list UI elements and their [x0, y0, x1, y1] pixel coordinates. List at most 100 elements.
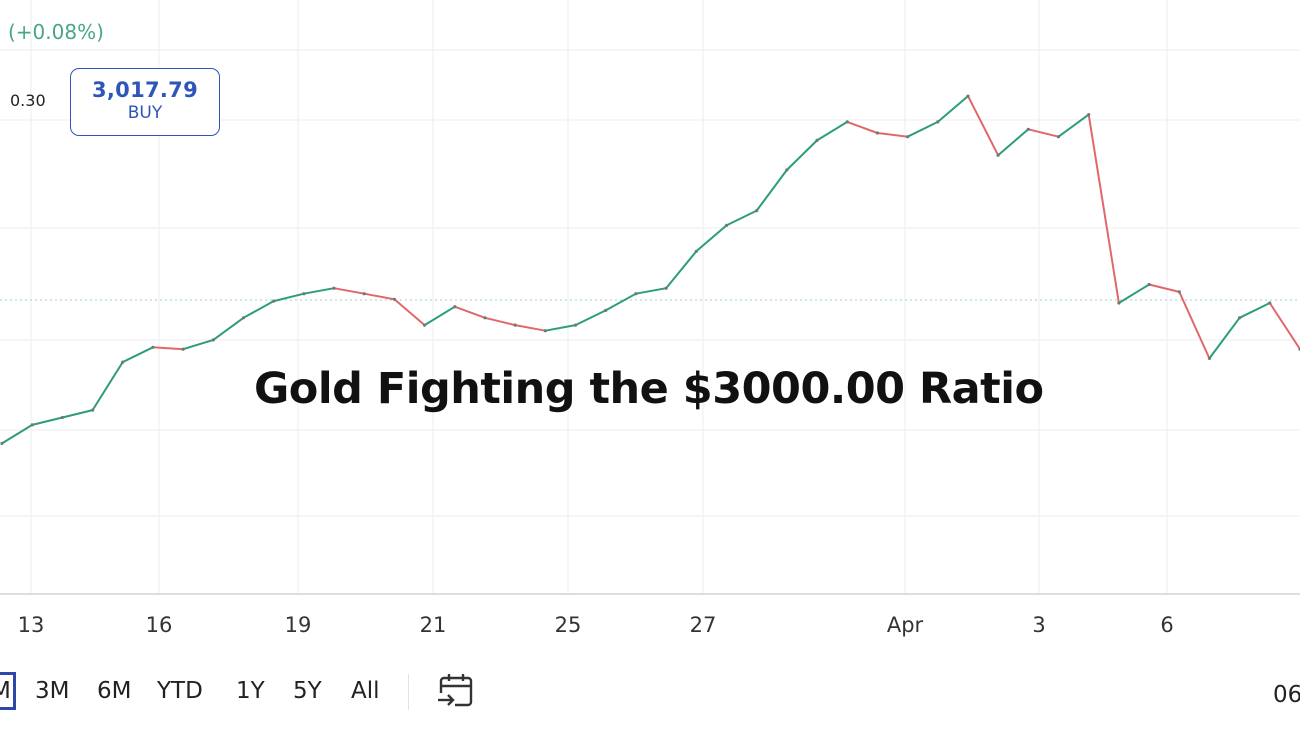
buy-button[interactable]: 3,017.79 BUY — [70, 68, 220, 136]
price-point — [543, 329, 547, 333]
price-segment — [846, 120, 879, 134]
price-change-percent: (+0.08%) — [8, 20, 104, 44]
x-tick-label: 21 — [420, 613, 447, 637]
price-segment — [634, 287, 668, 295]
price-segment — [423, 305, 456, 327]
price-segment — [936, 95, 969, 123]
price-point — [573, 323, 578, 327]
price-point — [272, 299, 276, 303]
price-point — [30, 423, 34, 427]
price-point — [302, 292, 306, 296]
price-point — [1238, 316, 1242, 320]
range-button-6m[interactable]: 6M — [97, 678, 132, 704]
price-segment — [514, 324, 547, 332]
price-segment — [574, 309, 607, 327]
price-point — [513, 323, 517, 327]
price-point — [1087, 113, 1091, 117]
price-segment — [876, 132, 909, 138]
price-point — [1268, 301, 1272, 305]
price-point — [392, 297, 396, 301]
range-button-all[interactable]: All — [351, 678, 380, 704]
price-segment — [453, 305, 486, 319]
price-point — [604, 308, 608, 312]
price-segment — [61, 409, 94, 419]
price-point — [1026, 127, 1030, 131]
price-segment — [997, 128, 1030, 157]
price-segment — [272, 292, 305, 303]
price-point — [1056, 135, 1061, 139]
price-segment — [31, 416, 64, 426]
price-segment — [665, 250, 698, 290]
price-point — [634, 292, 638, 296]
price-segment — [393, 298, 426, 327]
price-point — [483, 316, 487, 320]
price-segment — [816, 120, 849, 142]
price-segment — [212, 316, 245, 341]
price-point — [845, 120, 849, 124]
price-segment — [1178, 290, 1211, 360]
price-segment — [1208, 316, 1241, 360]
range-button-1m[interactable]: M — [0, 672, 16, 710]
x-tick-label: 6 — [1160, 613, 1173, 637]
price-point — [875, 131, 880, 135]
price-point — [785, 168, 789, 172]
buy-price: 3,017.79 — [91, 78, 199, 102]
range-button-5y[interactable]: 5Y — [293, 678, 322, 704]
range-button-3m[interactable]: 3M — [35, 678, 70, 704]
range-selector: M 3M 6M YTD 1Y 5Y All 06 — [0, 660, 1300, 722]
price-point — [332, 286, 336, 290]
x-tick-label: 19 — [285, 613, 312, 637]
price-point — [1147, 282, 1151, 287]
price-point — [694, 249, 698, 253]
price-point — [664, 286, 668, 290]
x-tick-label: 27 — [690, 613, 717, 637]
price-segment — [1057, 113, 1090, 138]
price-point — [91, 408, 95, 412]
price-point — [724, 223, 729, 227]
price-point — [362, 292, 366, 296]
price-segment — [785, 139, 818, 171]
price-point — [1177, 290, 1181, 294]
spread-value: 0.30 — [10, 91, 46, 110]
price-segment — [182, 338, 215, 351]
range-button-ytd[interactable]: YTD — [157, 678, 203, 704]
price-point — [936, 120, 940, 124]
price-point — [241, 316, 246, 320]
price-segment — [242, 300, 275, 319]
price-segment — [1238, 302, 1271, 319]
price-segment — [1027, 128, 1060, 138]
price-point — [1207, 356, 1211, 360]
buy-label: BUY — [127, 103, 163, 123]
x-tick-label: 16 — [146, 613, 173, 637]
price-point — [815, 138, 819, 142]
price-segment — [695, 224, 728, 253]
current-time: 06 — [1273, 682, 1300, 708]
price-segment — [151, 346, 185, 351]
price-point — [211, 338, 215, 342]
price-point — [1117, 301, 1121, 305]
x-tick-label: 3 — [1032, 613, 1045, 637]
price-segment — [91, 361, 124, 412]
price-point — [121, 360, 125, 364]
price-segment — [363, 292, 396, 301]
price-segment — [906, 120, 939, 138]
range-button-1y[interactable]: 1Y — [236, 678, 265, 704]
price-segment — [302, 287, 335, 295]
price-segment — [1117, 283, 1151, 304]
range-divider — [408, 674, 409, 710]
price-point — [0, 441, 4, 445]
price-segment — [967, 95, 1000, 157]
price-point — [996, 153, 1000, 157]
price-point — [906, 135, 910, 139]
price-segment — [725, 209, 758, 227]
price-segment — [1087, 113, 1120, 304]
price-point — [453, 305, 457, 309]
calendar-arrow-icon[interactable] — [435, 671, 477, 713]
price-segment — [1268, 302, 1300, 351]
price-segment — [755, 169, 788, 212]
chart-overlay-title: Gold Fighting the $3000.00 Ratio — [254, 364, 1044, 414]
x-tick-label: 25 — [555, 613, 582, 637]
price-point — [755, 209, 759, 213]
price-segment — [1, 423, 34, 445]
